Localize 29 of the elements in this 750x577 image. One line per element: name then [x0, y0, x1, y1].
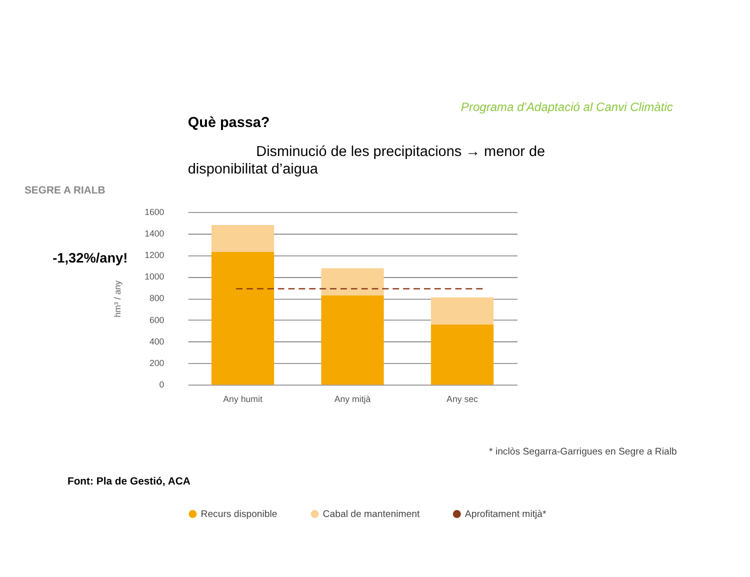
- bar: [430, 297, 494, 324]
- y-tick-label: 1200: [144, 250, 164, 260]
- legend-label: Recurs disponible: [200, 509, 278, 520]
- text: Què passa?: [188, 114, 270, 131]
- text: SEGRE A RIALB: [24, 186, 106, 197]
- text: * inclòs Segarra-Garrigues en Segre a Rialb: [489, 446, 677, 458]
- x-tick-label: Any humit: [223, 394, 263, 404]
- y-tick-label: 200: [149, 358, 164, 368]
- bar: [430, 324, 494, 385]
- y-tick-label: 1000: [144, 272, 164, 282]
- y-tick-label: 1600: [144, 206, 164, 217]
- bar: [211, 252, 274, 385]
- text: Programa d’Adaptació al Canvi Climàtic: [460, 100, 673, 114]
- bar: [321, 295, 384, 385]
- y-axis-title: hm³ / any: [112, 280, 122, 318]
- text: -1,32%/any!: [52, 250, 128, 266]
- y-tick-label: 400: [149, 336, 164, 346]
- legend-label: Cabal de manteniment: [322, 509, 420, 520]
- y-tick-label: 0: [159, 380, 164, 390]
- text: Disminució de les precipitacions → menor de disponibilitat d’aigua: [188, 144, 546, 178]
- bar: [321, 268, 384, 296]
- y-tick-label: 600: [149, 314, 164, 325]
- y-tick-label: 800: [149, 293, 164, 304]
- bar: [211, 225, 274, 252]
- x-tick-label: Any sec: [446, 394, 479, 404]
- text: Font: Pla de Gestió, ACA: [67, 476, 191, 488]
- y-tick-label: 1400: [144, 228, 164, 238]
- legend-label: Aprofitament mitjà*: [464, 509, 546, 520]
- x-tick-label: Any mitjà: [334, 394, 371, 404]
